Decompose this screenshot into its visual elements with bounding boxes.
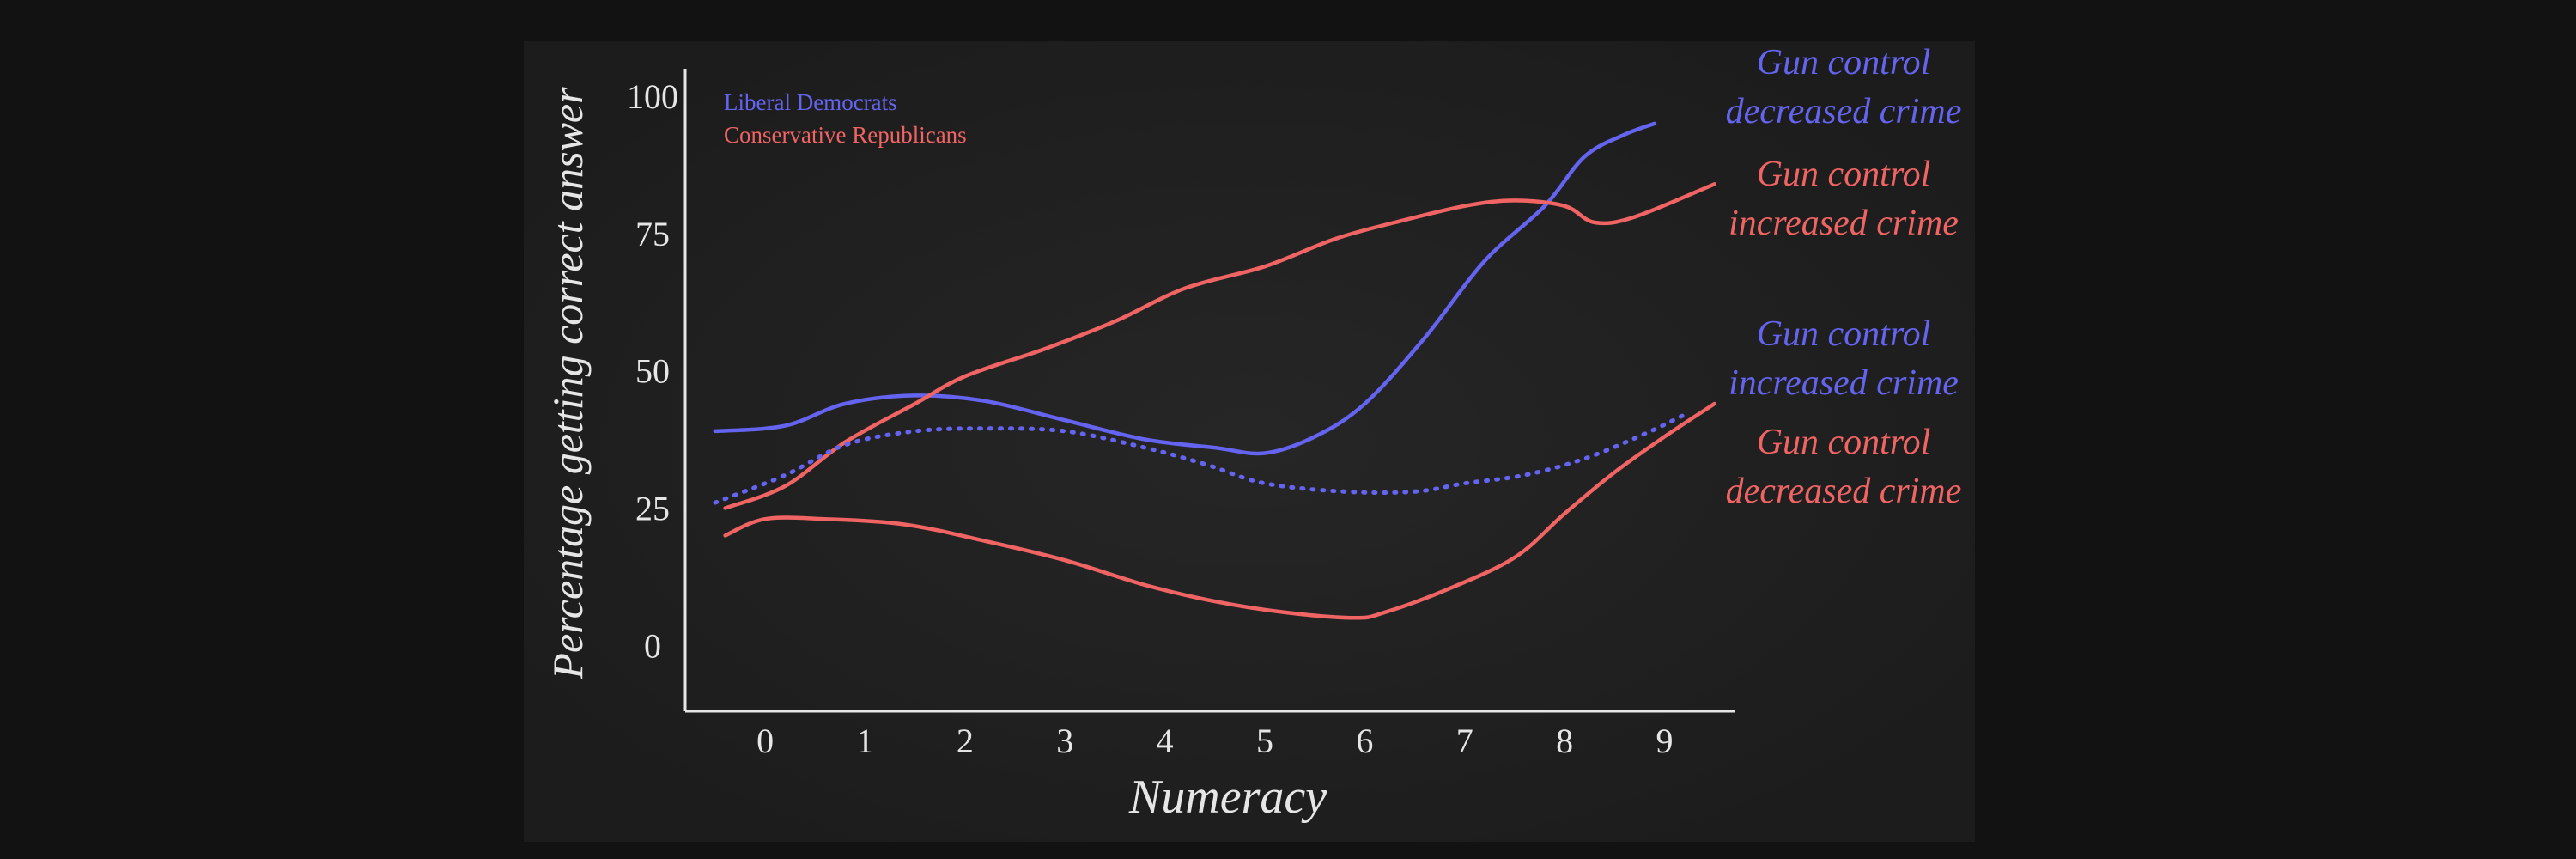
x-axis-title: Numeracy [1128,771,1327,824]
x-tick-label-1: 1 [856,722,873,760]
x-tick-label-4: 4 [1157,722,1174,760]
annotation-lib-inc-line-1: increased crime [1728,363,1959,403]
annotation-cons-dec-line-0: Gun control [1757,423,1931,462]
y-tick-label-2: 50 [635,352,670,391]
x-tick-label-8: 8 [1556,722,1573,760]
x-tick-label-6: 6 [1356,722,1373,760]
x-tick-label-2: 2 [957,722,974,760]
y-tick-label-3: 75 [635,215,670,253]
y-tick-label-4: 100 [627,77,678,116]
x-tick-label-9: 9 [1656,722,1674,760]
x-tick-label-3: 3 [1056,722,1073,760]
y-axis-title: Percentage getting correct answer [544,87,592,680]
x-tick-label-7: 7 [1456,722,1473,760]
annotation-cons-inc-line-0: Gun control [1757,155,1931,194]
chart-panel [524,41,1975,842]
y-tick-label-1: 25 [635,489,670,527]
x-tick-label-5: 5 [1256,722,1273,760]
annotation-cons-inc-line-1: increased crime [1728,204,1959,243]
series-line-cons-dec [723,401,1716,620]
legend-label-0: Liberal Democrats [724,89,897,115]
annotation-cons-dec-line-1: decreased crime [1726,472,1962,511]
annotation-lib-inc-line-0: Gun control [1757,314,1931,354]
series-line-lib-dec [713,121,1657,456]
annotation-lib-dec-line-0: Gun control [1757,43,1931,82]
series-line-cons-inc [723,182,1716,510]
annotation-lib-dec-line-1: decreased crime [1726,92,1962,131]
legend-label-1: Conservative Republicans [724,122,967,148]
y-tick-label-0: 0 [644,626,661,665]
x-tick-label-0: 0 [756,722,774,760]
